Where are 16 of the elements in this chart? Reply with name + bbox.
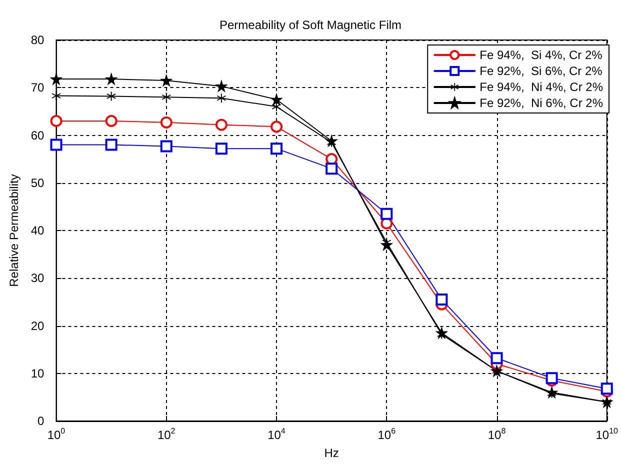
y-tick-label: 50 — [30, 176, 45, 190]
x-axis-title: Hz — [324, 446, 339, 460]
legend-label: Fe 94%, Si 4%, Cr 2% — [480, 48, 603, 62]
chart-title: Permeability of Soft Magnetic Film — [219, 18, 402, 32]
legend-label: Fe 92%, Ni 6%, Cr 2% — [480, 96, 604, 110]
y-tick-label: 0 — [38, 414, 45, 428]
y-tick-label: 60 — [30, 128, 45, 142]
y-tick-label: 80 — [30, 33, 45, 47]
y-tick-label: 30 — [30, 271, 45, 286]
legend-label: Fe 92%, Si 6%, Cr 2% — [480, 64, 603, 78]
y-axis-title: Relative Permeability — [7, 174, 21, 287]
y-tick-label: 10 — [30, 366, 45, 380]
legend-label: Fe 94%, Ni 4%, Cr 2% — [480, 80, 604, 94]
y-tick-label: 70 — [30, 80, 45, 95]
y-tick-label: 20 — [30, 318, 45, 333]
y-tick-label: 40 — [30, 224, 45, 238]
